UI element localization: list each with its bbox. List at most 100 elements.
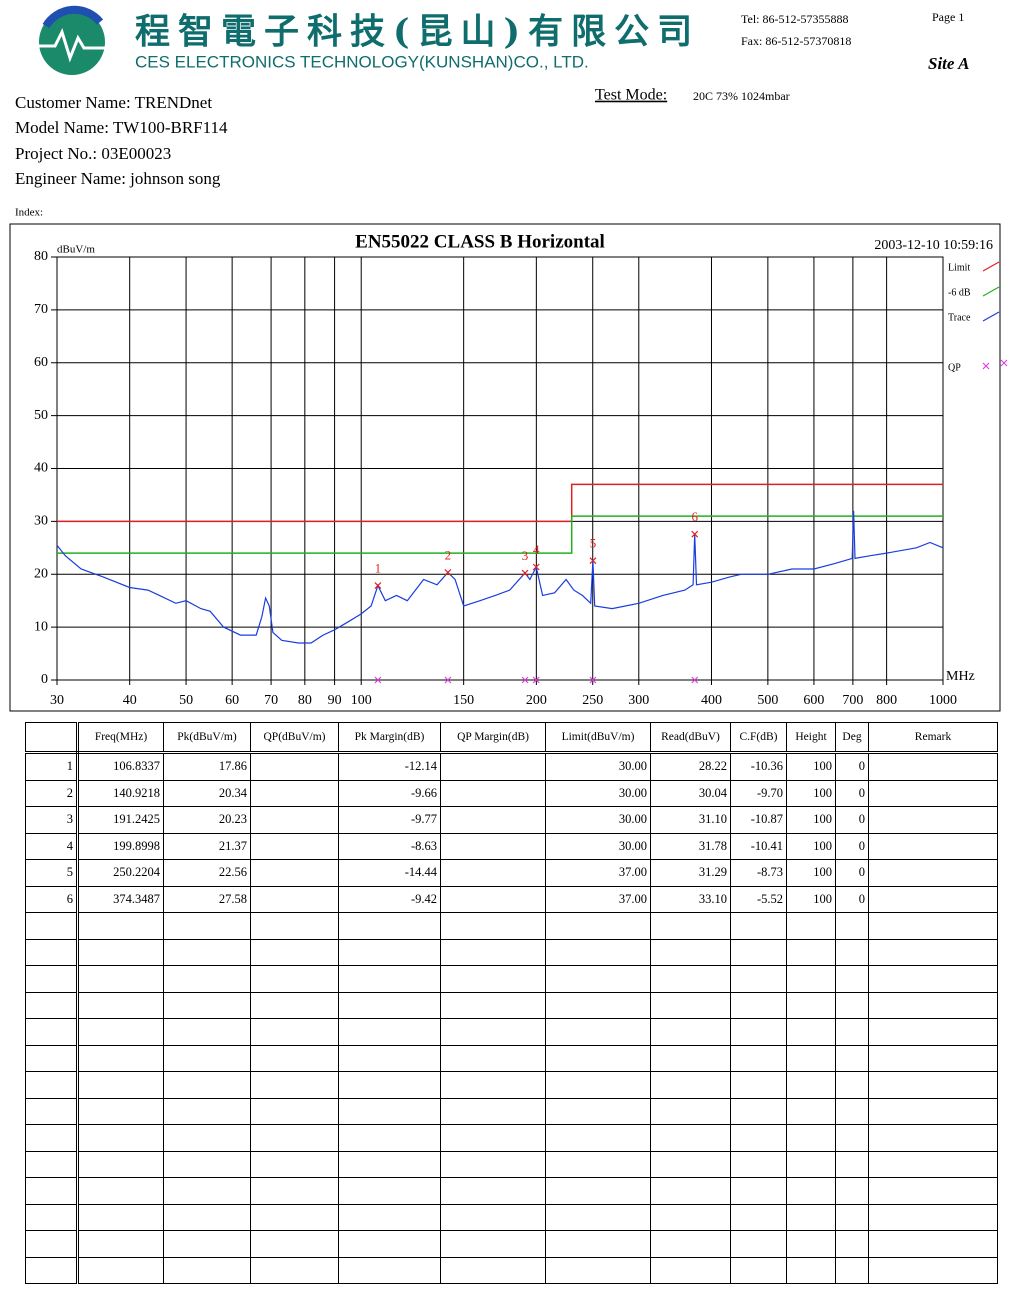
table-cell [545,1256,651,1284]
x-axis-label: MHz [946,669,975,684]
x-tick-label: 1000 [929,693,957,708]
table-cell [163,1150,251,1178]
table-cell [250,1124,339,1152]
table-cell: 5 [25,859,79,887]
table-cell [835,1230,869,1258]
table-cell [440,1177,546,1205]
table-cell [440,779,546,807]
x-tick-label: 250 [582,693,603,708]
qp-marker [444,676,452,684]
empty-row [25,1044,998,1072]
table-cell [786,1018,836,1046]
table-cell: -8.73 [730,859,787,887]
table-cell: 100 [786,806,836,834]
y-tick-label: 30 [34,514,48,529]
x-tick-label: 50 [179,693,193,708]
table-cell: -10.36 [730,752,787,781]
table-cell [868,991,998,1019]
x-tick-label: 400 [701,693,722,708]
table-cell [650,1097,731,1125]
engineer: Engineer Name: johnson song [15,169,221,188]
table-cell [338,991,441,1019]
header-cell: Deg [835,722,869,754]
table-cell [440,1044,546,1072]
table-cell [835,1177,869,1205]
table-cell [730,1150,787,1178]
qp-marker [691,676,699,684]
table-cell [25,938,79,966]
fax: Fax: 86-512-57370818 [741,34,851,48]
table-cell [440,938,546,966]
table-cell [77,965,164,993]
table-cell [545,1071,651,1099]
table-cell [440,806,546,834]
table-cell: 100 [786,832,836,860]
table-cell [835,1150,869,1178]
empty-row [25,1256,998,1284]
table-cell [77,1071,164,1099]
table-cell [25,1230,79,1258]
table-cell: 250.2204 [77,859,164,887]
x-tick-label: 30 [50,693,64,708]
legend-label: Trace [948,312,971,323]
peak-label: 3 [522,548,529,563]
y-tick-label: 10 [34,619,48,634]
empty-row [25,1097,998,1125]
table-cell [835,1044,869,1072]
table-cell: -9.42 [338,885,441,913]
table-cell: 21.37 [163,832,251,860]
legend-line [982,286,1000,297]
table-cell [835,912,869,940]
x-tick-label: 800 [876,693,897,708]
table-cell [440,1203,546,1231]
table-cell [730,991,787,1019]
table-cell [868,1230,998,1258]
table-cell: 100 [786,885,836,913]
table-cell [77,1044,164,1072]
table-cell [835,1071,869,1099]
table-cell [650,1177,731,1205]
table-cell [163,1256,251,1284]
peak-label: 6 [691,509,698,524]
table-cell [545,1230,651,1258]
table-cell [25,912,79,940]
table-cell: 17.86 [163,752,251,781]
table-cell: 0 [835,832,869,860]
table-cell [440,1124,546,1152]
table-cell: -10.87 [730,806,787,834]
table-cell [835,1097,869,1125]
x-tick-label: 700 [842,693,863,708]
table-cell: -5.52 [730,885,787,913]
qp-marker [532,676,540,684]
table-cell [835,938,869,966]
table-cell: 6 [25,885,79,913]
table-cell [250,1071,339,1099]
table-cell [786,1071,836,1099]
chart-frame [9,223,1001,712]
table-cell: 31.78 [650,832,731,860]
table-cell [835,1203,869,1231]
peak-marker [444,569,452,576]
table-cell: 0 [835,752,869,781]
table-cell [786,1044,836,1072]
qp-marker [374,676,382,684]
table-cell [163,1124,251,1152]
table-cell [650,938,731,966]
table-cell: 30.00 [545,752,651,781]
table-row: 5 250.2204 22.56 -14.44 37.00 31.29 -8.73 100 0 [25,859,998,887]
table-cell: -12.14 [338,752,441,781]
table-cell [250,965,339,993]
table-cell [77,1177,164,1205]
table-cell: -14.44 [338,859,441,887]
tel: Tel: 86-512-57355888 [741,12,848,26]
table-cell [25,1071,79,1099]
table-cell [786,938,836,966]
table-cell: 31.29 [650,859,731,887]
table-cell: 199.8998 [77,832,164,860]
y-tick-label: 60 [34,355,48,370]
table-cell [868,965,998,993]
table-cell [650,965,731,993]
chart-title: EN55022 CLASS B Horizontal [355,231,605,252]
empty-row [25,965,998,993]
report-header-and-chart: 程智電子科技(昆山)有限公司 CES ELECTRONICS TECHNOLOG… [9,5,1008,712]
